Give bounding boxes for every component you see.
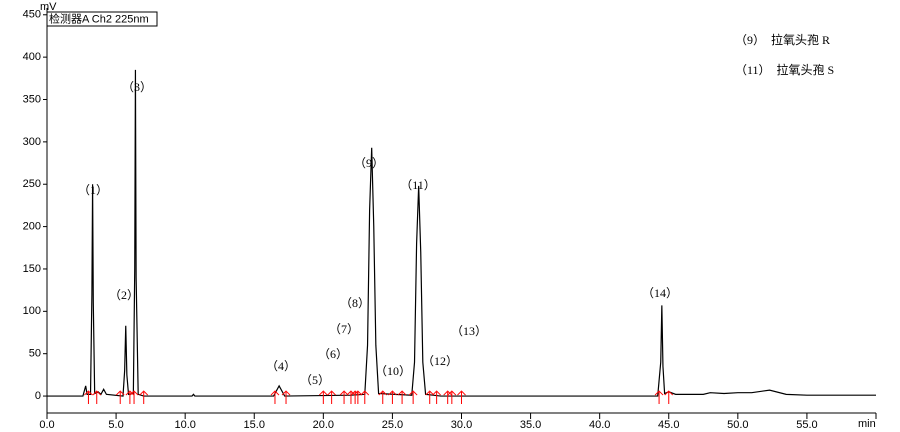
peak-label: （12） bbox=[422, 354, 458, 368]
legend-line: （9） 拉氧头孢 R bbox=[735, 32, 830, 47]
chart-title: 检测器A Ch2 225nm bbox=[49, 11, 149, 25]
integration-mark bbox=[432, 390, 441, 405]
peak-label: （13） bbox=[451, 324, 487, 338]
peak-label: （3） bbox=[122, 80, 152, 94]
x-tick-label: 25.0 bbox=[382, 419, 403, 431]
integration-mark bbox=[408, 390, 418, 405]
peak-label: （9） bbox=[354, 156, 384, 170]
integration-mark bbox=[353, 390, 363, 405]
x-tick-label: 30.0 bbox=[451, 419, 472, 431]
integration-mark bbox=[425, 390, 435, 405]
integration-mark bbox=[139, 390, 149, 405]
integration-mark bbox=[84, 390, 93, 405]
legend-line: （11） 拉氧头孢 S bbox=[735, 62, 834, 77]
x-tick-label: 10.0 bbox=[174, 419, 195, 431]
integration-mark bbox=[92, 390, 102, 405]
x-tick-label: 5.0 bbox=[108, 419, 123, 431]
x-tick-label: 45.0 bbox=[658, 419, 679, 431]
peak-label: （10） bbox=[375, 364, 411, 378]
y-tick-label: 300 bbox=[23, 136, 41, 148]
peak-label: （1） bbox=[78, 183, 108, 197]
peak-label: （4） bbox=[266, 359, 296, 373]
peak-label: （7） bbox=[329, 322, 359, 336]
integration-mark bbox=[318, 390, 328, 405]
y-tick-label: 250 bbox=[23, 178, 41, 190]
integration-mark bbox=[129, 390, 139, 405]
integration-mark bbox=[270, 390, 280, 405]
x-tick-label: 50.0 bbox=[727, 419, 748, 431]
y-axis-label: mV bbox=[40, 1, 57, 13]
x-tick-label: 40.0 bbox=[589, 419, 610, 431]
x-tick-label: 55.0 bbox=[796, 419, 817, 431]
peak-label: （11） bbox=[400, 178, 436, 192]
y-tick-label: 150 bbox=[23, 263, 41, 275]
y-tick-label: 350 bbox=[23, 93, 41, 105]
integration-mark bbox=[664, 390, 674, 405]
integration-mark bbox=[397, 390, 407, 405]
peak-label: （5） bbox=[300, 373, 330, 387]
trace bbox=[47, 69, 876, 397]
peak-label: （8） bbox=[340, 296, 370, 310]
y-tick-label: 50 bbox=[29, 348, 41, 360]
integration-mark bbox=[447, 390, 457, 405]
y-tick-label: 450 bbox=[23, 9, 41, 21]
integration-mark bbox=[115, 390, 125, 405]
integration-mark bbox=[327, 390, 336, 405]
integration-mark bbox=[125, 390, 135, 405]
x-axis-label: min bbox=[858, 418, 876, 430]
integration-mark bbox=[443, 390, 453, 405]
x-tick-label: 20.0 bbox=[313, 419, 334, 431]
integration-mark bbox=[388, 390, 397, 405]
peak-label: （2） bbox=[109, 288, 139, 302]
integration-mark bbox=[339, 390, 349, 405]
x-tick-label: 15.0 bbox=[244, 419, 265, 431]
integration-mark bbox=[281, 390, 291, 405]
integration-mark bbox=[360, 390, 370, 405]
integration-mark bbox=[654, 390, 664, 405]
y-tick-label: 400 bbox=[23, 51, 41, 63]
peak-label: （14） bbox=[642, 286, 678, 300]
peak-label: （6） bbox=[318, 347, 348, 361]
x-tick-label: 0.0 bbox=[39, 419, 54, 431]
y-tick-label: 200 bbox=[23, 221, 41, 233]
integration-mark bbox=[346, 390, 356, 405]
integration-mark bbox=[378, 390, 388, 405]
y-tick-label: 0 bbox=[35, 390, 41, 402]
integration-mark bbox=[457, 390, 466, 405]
y-tick-label: 100 bbox=[23, 305, 41, 317]
x-tick-label: 35.0 bbox=[520, 419, 541, 431]
